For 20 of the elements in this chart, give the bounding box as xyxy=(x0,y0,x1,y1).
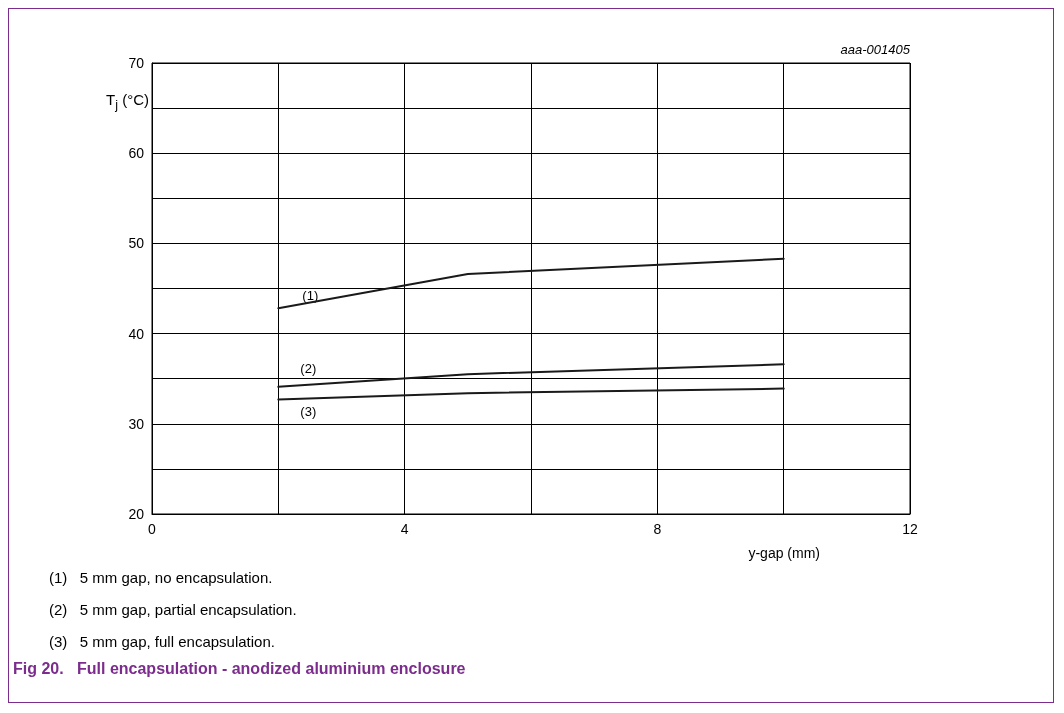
y-tick-label: 60 xyxy=(128,145,145,162)
text: aaa-001405 xyxy=(840,42,911,57)
y-axis-title: T$_{j}$ (°C) xyxy=(105,91,149,112)
series-label: (1) xyxy=(302,288,319,304)
text: (2) 5 mm gap, partial encapsulation. xyxy=(49,600,298,620)
x-tick-label: 4 xyxy=(400,521,409,537)
y-tick-label: 20 xyxy=(128,506,145,522)
y-tick-label: 40 xyxy=(128,325,145,342)
text: (3) 5 mm gap, full encapsulation. xyxy=(49,632,276,652)
x-tick-label: 8 xyxy=(653,521,662,537)
x-tick-label: 12 xyxy=(902,521,918,537)
y-tick-label: 30 xyxy=(128,415,145,432)
y-tick-label: 70 xyxy=(128,55,145,71)
y-tick-label: 50 xyxy=(128,235,145,252)
series-label: (3) xyxy=(300,404,317,420)
text: (1) 5 mm gap, no encapsulation. xyxy=(49,568,274,588)
series-label: (2) xyxy=(300,360,317,376)
x-tick-label: 0 xyxy=(148,521,157,537)
text: Fig 20. Full encapsulation - anodized aluminium enclosure xyxy=(12,660,467,678)
x-axis-title: y-gap (mm) xyxy=(748,545,820,561)
